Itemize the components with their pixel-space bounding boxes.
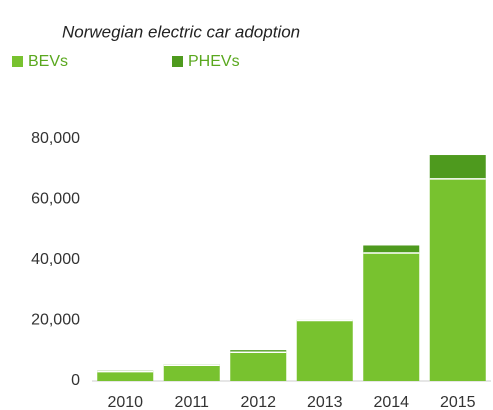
legend-swatch: [172, 56, 183, 67]
x-tick-label: 2014: [373, 394, 409, 410]
y-tick-label: 80,000: [31, 130, 80, 147]
bar-segment: [296, 320, 353, 381]
y-tick-label: 60,000: [31, 191, 80, 208]
bar-segment: [230, 350, 287, 353]
bar-segment: [163, 365, 220, 381]
bar-segment: [429, 155, 486, 179]
x-tick-label: 2011: [175, 394, 210, 410]
x-tick-label: 2015: [440, 394, 476, 410]
bar-segment: [429, 178, 486, 381]
chart-subtitle: Norwegian electric car adoption: [62, 22, 300, 41]
y-tick-label: 20,000: [31, 312, 80, 329]
y-tick-label: 40,000: [31, 251, 80, 268]
legend-label: BEVs: [28, 53, 68, 70]
legend-label: PHEVs: [188, 53, 240, 70]
legend-swatch: [12, 56, 23, 67]
bar-segment: [97, 371, 154, 381]
bar-segment: [363, 245, 420, 254]
bar-segment: [363, 253, 420, 381]
x-tick-label: 2012: [240, 394, 276, 410]
y-tick-label: 0: [71, 372, 80, 389]
x-tick-label: 2013: [307, 394, 343, 410]
x-tick-label: 2010: [107, 394, 143, 410]
bar-segment: [230, 352, 287, 381]
